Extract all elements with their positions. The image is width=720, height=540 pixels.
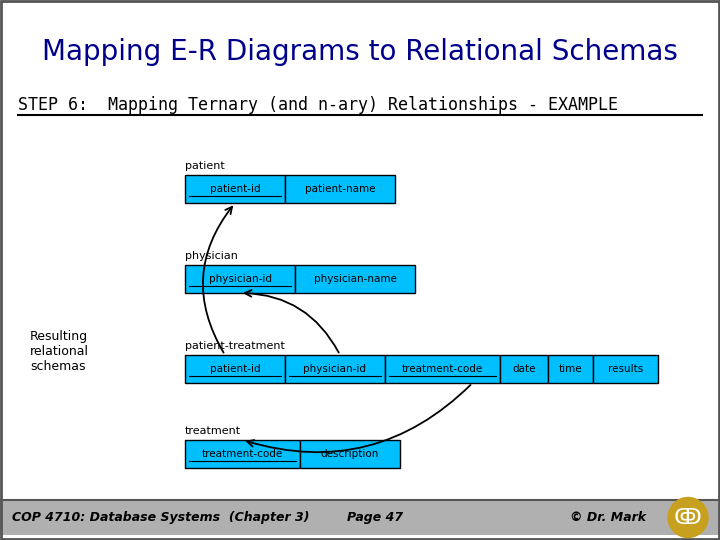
FancyBboxPatch shape [295, 265, 415, 293]
Circle shape [671, 501, 705, 535]
Text: physician: physician [185, 251, 238, 261]
FancyBboxPatch shape [500, 355, 548, 383]
Text: physician-id: physician-id [209, 274, 271, 284]
Text: treatment: treatment [185, 426, 241, 436]
Text: STEP 6:  Mapping Ternary (and n-ary) Relationships - EXAMPLE: STEP 6: Mapping Ternary (and n-ary) Rela… [18, 96, 618, 114]
Text: COP 4710: Database Systems  (Chapter 3): COP 4710: Database Systems (Chapter 3) [12, 511, 310, 524]
FancyBboxPatch shape [185, 355, 285, 383]
Text: patient-treatment: patient-treatment [185, 341, 285, 351]
Text: patient-id: patient-id [210, 184, 261, 194]
FancyBboxPatch shape [285, 175, 395, 203]
Circle shape [668, 497, 708, 537]
Text: treatment-code: treatment-code [402, 364, 483, 374]
Text: Page 47: Page 47 [347, 511, 403, 524]
Text: Mapping E-R Diagrams to Relational Schemas: Mapping E-R Diagrams to Relational Schem… [42, 38, 678, 66]
FancyBboxPatch shape [300, 440, 400, 468]
FancyBboxPatch shape [185, 265, 295, 293]
Text: physician-name: physician-name [314, 274, 397, 284]
FancyBboxPatch shape [285, 355, 385, 383]
Text: physician-id: physician-id [304, 364, 366, 374]
Text: © Dr. Mark: © Dr. Mark [570, 511, 646, 524]
FancyBboxPatch shape [548, 355, 593, 383]
FancyBboxPatch shape [593, 355, 658, 383]
Text: patient-id: patient-id [210, 364, 261, 374]
Text: ↂ: ↂ [674, 508, 702, 528]
Text: results: results [608, 364, 643, 374]
Text: description: description [321, 449, 379, 459]
Text: patient: patient [185, 161, 225, 171]
FancyBboxPatch shape [0, 500, 720, 535]
FancyBboxPatch shape [185, 440, 300, 468]
Text: time: time [559, 364, 582, 374]
FancyBboxPatch shape [185, 175, 285, 203]
Text: treatment-code: treatment-code [202, 449, 283, 459]
Text: patient-name: patient-name [305, 184, 375, 194]
Text: Resulting
relational
schemas: Resulting relational schemas [30, 330, 89, 373]
Text: date: date [512, 364, 536, 374]
FancyBboxPatch shape [385, 355, 500, 383]
